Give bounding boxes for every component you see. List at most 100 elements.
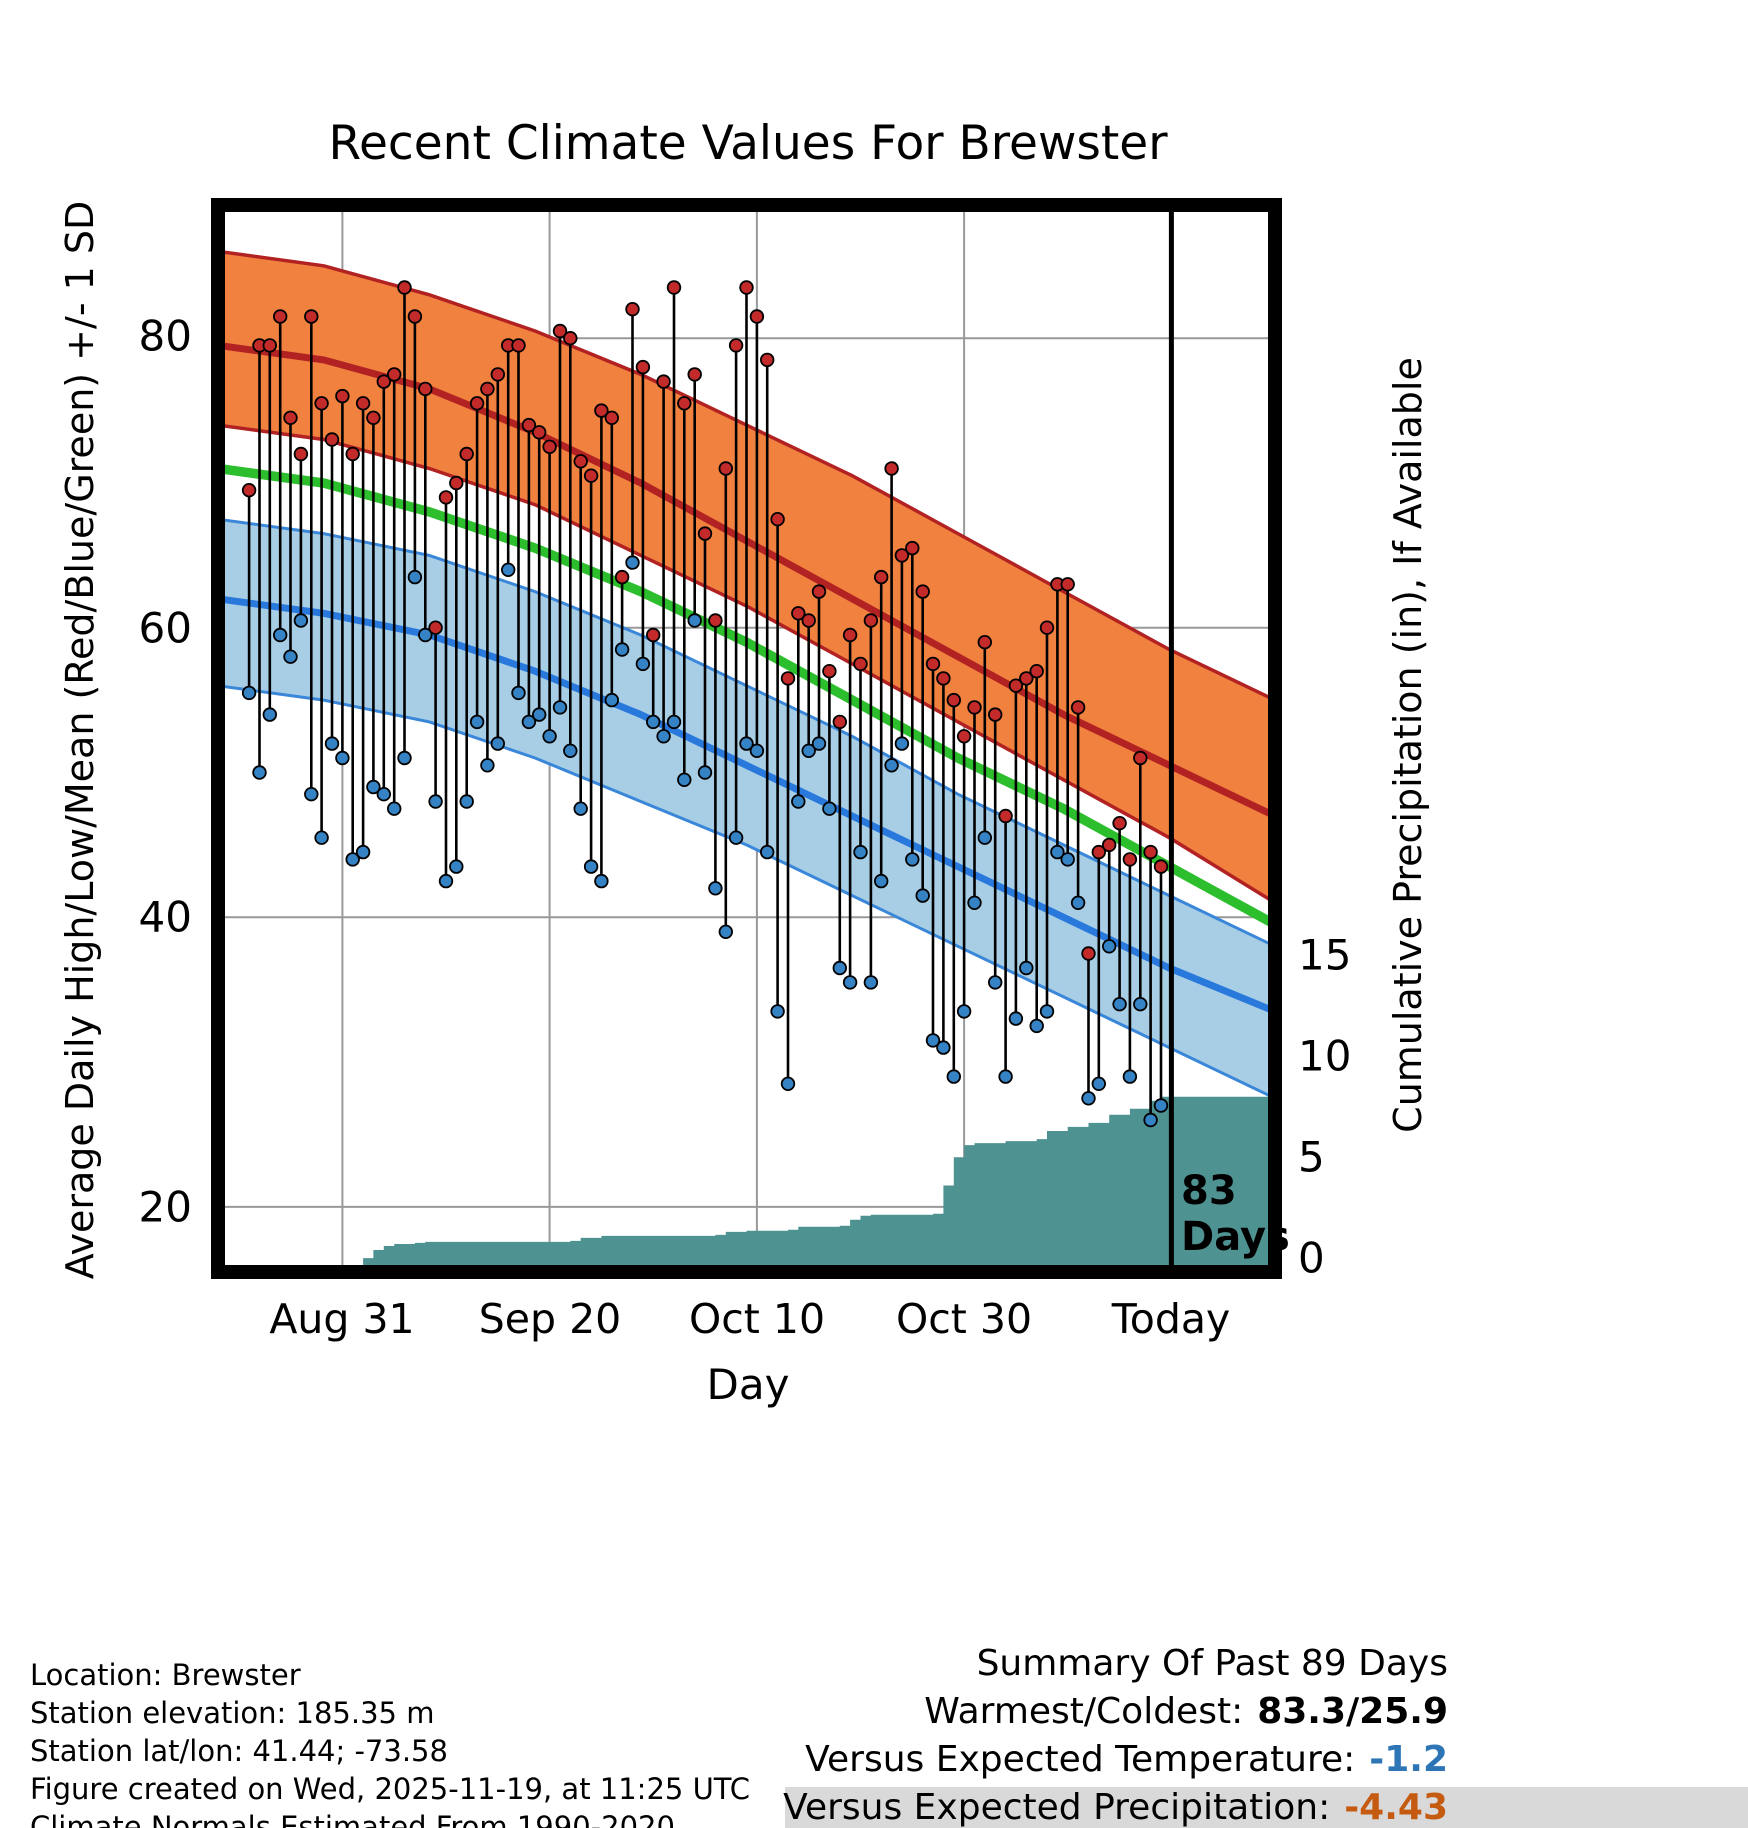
daily-high-dot (1081, 946, 1096, 961)
daily-low-dot (366, 779, 381, 795)
daily-low-dot (822, 801, 837, 816)
climate-normals-line: Climate Normals Estimated From 1990-2020 (30, 1810, 675, 1828)
daily-high-dot (449, 475, 464, 491)
daily-low-dot (1081, 1091, 1096, 1106)
daily-low-dot (832, 960, 848, 976)
daily-low-dot (262, 707, 278, 722)
daily-low-dot (739, 736, 754, 751)
daily-high-dot (791, 606, 806, 621)
y-axis-left-label: Average Daily High/Low/Mean (Red/Blue/Gr… (58, 200, 102, 1280)
daily-low-dot (998, 1069, 1013, 1084)
daily-high-dot (563, 331, 578, 346)
daily-high-dot (262, 338, 278, 353)
daily-low-dot (760, 844, 775, 860)
y-right-tick-0: 0 (1298, 1233, 1325, 1283)
daily-low-dot (1039, 1004, 1055, 1019)
daily-high-dot (335, 388, 350, 404)
daily-high-dot (635, 359, 651, 375)
daily-high-dot (490, 367, 506, 382)
daily-high-dot (760, 352, 775, 368)
daily-high-dot (977, 635, 993, 650)
daily-high-dot (874, 569, 889, 585)
daily-high-dot (1133, 750, 1148, 766)
daily-high-dot (604, 410, 620, 426)
x-tick-today: Today (1111, 1295, 1231, 1343)
summary-row-vs-precipitation: Versus Expected Precipitation: -4.43 (783, 1784, 1448, 1828)
daily-high-dot (842, 627, 858, 643)
daily-high-dot (1060, 577, 1075, 592)
daily-high-dot (428, 620, 443, 635)
daily-high-dot (614, 569, 630, 585)
daily-low-dot (273, 627, 288, 643)
daily-low-dot (884, 758, 899, 773)
daily-low-dot (614, 642, 630, 657)
daily-high-dot (894, 548, 910, 563)
y-axis-right-label: Cumulative Precipitation (in), If Availa… (1386, 357, 1430, 1133)
daily-low-dot (656, 729, 671, 744)
summary-value-warmest-coldest: 83.3/25.9 (1257, 1691, 1448, 1732)
daily-low-dot (1050, 844, 1065, 860)
station-latlon-line: Station lat/lon: 41.44; -73.58 (30, 1734, 448, 1768)
daily-low-dot (1112, 997, 1127, 1012)
daily-low-dot (1101, 939, 1117, 954)
daily-low-dot (542, 729, 557, 744)
daily-low-dot (438, 873, 454, 889)
daily-low-dot (791, 794, 806, 809)
daily-high-dot (387, 367, 402, 382)
daily-high-dot (863, 613, 879, 628)
daily-high-dot (241, 483, 257, 498)
daily-high-dot (811, 584, 827, 599)
daily-low-dot (936, 1040, 951, 1055)
daily-low-dot (480, 758, 495, 773)
daily-low-dot (345, 852, 360, 867)
daily-high-dot (1039, 620, 1055, 635)
daily-low-dot (801, 743, 816, 759)
daily-low-dot (1029, 1018, 1044, 1034)
summary-row-vs-temperature: Versus Expected Temperature: -1.2 (783, 1736, 1448, 1784)
summary-row-warmest-coldest: Warmest/Coldest: 83.3/25.9 (783, 1688, 1448, 1736)
daily-low-dot (397, 750, 412, 766)
daily-high-dot (925, 656, 941, 672)
daily-high-dot (770, 512, 785, 527)
daily-low-dot (1091, 1076, 1107, 1092)
daily-low-dot (967, 895, 982, 911)
daily-high-dot (511, 338, 526, 353)
daily-low-dot (1122, 1069, 1138, 1084)
daily-high-dot (739, 280, 754, 295)
daily-high-dot (304, 309, 319, 324)
daily-low-dot (469, 714, 485, 730)
daily-low-dot (511, 685, 526, 701)
footer-highlight-bar (785, 1787, 1748, 1828)
daily-low-dot (1133, 997, 1148, 1012)
daily-high-dot (594, 403, 609, 418)
station-info-block: Location: Brewster Station elevation: 18… (30, 1656, 750, 1828)
summary-label: Versus Expected Temperature: (805, 1739, 1356, 1780)
daily-low-dot (635, 656, 651, 672)
daily-low-dot (293, 613, 309, 628)
daily-low-dot (418, 627, 433, 643)
daily-low-dot (573, 801, 588, 816)
daily-high-dot (418, 381, 433, 397)
daily-low-dot (780, 1076, 796, 1092)
daily-low-dot (666, 714, 682, 730)
daily-low-dot (1060, 852, 1075, 867)
daily-low-dot (770, 1004, 785, 1019)
daily-high-dot (728, 338, 744, 353)
daily-high-dot (583, 468, 599, 483)
daily-high-dot (521, 417, 537, 433)
summary-title: Summary Of Past 89 Days (976, 1643, 1448, 1684)
daily-high-dot (946, 692, 962, 708)
daily-low-dot (335, 750, 350, 766)
y-right-tick-5: 5 (1298, 1132, 1325, 1182)
daily-high-dot (656, 374, 671, 389)
daily-high-dot (646, 627, 661, 643)
daily-low-dot (894, 736, 910, 751)
daily-high-dot (697, 526, 713, 541)
x-tick-oct30: Oct 30 (895, 1295, 1033, 1343)
daily-high-dot (1153, 859, 1169, 874)
daily-high-dot (853, 656, 868, 672)
daily-low-dot (583, 859, 599, 874)
daily-high-dot (314, 396, 329, 411)
daily-low-dot (1070, 895, 1086, 911)
daily-low-dot (304, 787, 319, 802)
